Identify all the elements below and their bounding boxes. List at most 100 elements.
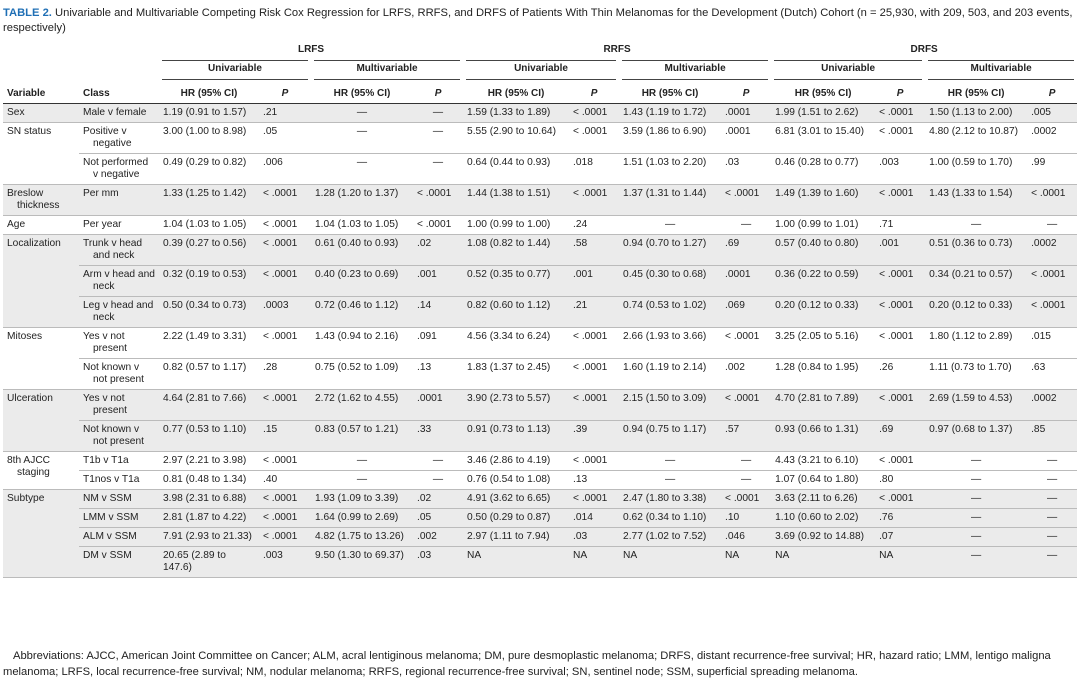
p-value: .21: [569, 296, 620, 328]
p-value: < .0001: [1027, 265, 1078, 297]
hazard-ratio: 2.66 (1.93 to 3.66): [619, 327, 722, 359]
p-value: —: [413, 103, 464, 123]
hazard-ratio: 0.72 (0.46 to 1.12): [311, 296, 413, 328]
hazard-ratio: 1.93 (1.09 to 3.39): [311, 489, 413, 509]
hazard-ratio: 1.43 (1.19 to 1.72): [619, 103, 722, 123]
hazard-ratio: —: [311, 122, 413, 154]
p-value: .0001: [721, 265, 772, 297]
column-header: P: [569, 79, 620, 104]
p-value: < .0001: [569, 389, 620, 421]
p-value: < .0001: [721, 327, 772, 359]
hazard-ratio: 0.20 (0.12 to 0.33): [771, 296, 876, 328]
hazard-ratio: 1.80 (1.12 to 2.89): [925, 327, 1028, 359]
p-value: .0003: [259, 296, 311, 328]
model-header: Univariable: [156, 60, 314, 80]
p-value: .07: [875, 527, 926, 547]
p-value: .02: [413, 234, 464, 266]
p-value: .002: [413, 527, 464, 547]
column-header: P: [413, 79, 464, 104]
column-header: HR (95% CI): [463, 79, 570, 104]
p-value: < .0001: [259, 508, 311, 528]
p-value: .006: [259, 153, 311, 185]
p-value: .02: [413, 489, 464, 509]
hazard-ratio: 0.61 (0.40 to 0.93): [311, 234, 413, 266]
model-header: Univariable: [768, 60, 929, 80]
hazard-ratio: 1.43 (1.33 to 1.54): [925, 184, 1028, 216]
table-row: LMM v SSM 2.81 (1.87 to 4.22) < .0001 1.64 …: [3, 508, 1078, 528]
p-value: .76: [875, 508, 926, 528]
model-header: Multivariable: [616, 60, 775, 80]
p-value: < .0001: [259, 265, 311, 297]
hazard-ratio: 1.60 (1.19 to 2.14): [619, 358, 722, 390]
hazard-ratio: 1.59 (1.33 to 1.89): [463, 103, 570, 123]
hazard-ratio: 4.56 (3.34 to 6.24): [463, 327, 570, 359]
header-row: LRFS RRFS DRFS: [3, 42, 1078, 61]
hazard-ratio: 0.34 (0.21 to 0.57): [925, 265, 1028, 297]
p-value: —: [413, 153, 464, 185]
hazard-ratio: 0.46 (0.28 to 0.77): [771, 153, 876, 185]
hazard-ratio: 2.77 (1.02 to 7.52): [619, 527, 722, 547]
hazard-ratio: —: [925, 489, 1028, 509]
hazard-ratio: 2.22 (1.49 to 3.31): [159, 327, 259, 359]
hazard-ratio: 2.69 (1.59 to 4.53): [925, 389, 1028, 421]
p-value: < .0001: [875, 327, 926, 359]
hazard-ratio: —: [925, 546, 1028, 578]
header-spacer: [3, 61, 159, 80]
p-value: —: [721, 215, 772, 235]
p-value: .0001: [721, 122, 772, 154]
variable-cell: Localization: [3, 234, 79, 328]
column-header: HR (95% CI): [771, 79, 876, 104]
hazard-ratio: 3.25 (2.05 to 5.16): [771, 327, 876, 359]
hazard-ratio: 2.81 (1.87 to 4.22): [159, 508, 259, 528]
p-value: < .0001: [875, 184, 926, 216]
p-value: .015: [1027, 327, 1078, 359]
hazard-ratio: 1.49 (1.39 to 1.60): [771, 184, 876, 216]
class-cell: Not known v not present: [79, 358, 159, 390]
hazard-ratio: 1.33 (1.25 to 1.42): [159, 184, 259, 216]
class-cell: NM v SSM: [79, 489, 159, 509]
class-cell: Leg v head and neck: [79, 296, 159, 328]
hazard-ratio: 0.51 (0.36 to 0.73): [925, 234, 1028, 266]
p-value: < .0001: [259, 184, 311, 216]
p-value: .80: [875, 470, 926, 490]
hazard-ratio: 0.62 (0.34 to 1.10): [619, 508, 722, 528]
hazard-ratio: 0.93 (0.66 to 1.31): [771, 420, 876, 452]
p-value: < .0001: [259, 389, 311, 421]
p-value: .003: [875, 153, 926, 185]
p-value: —: [1027, 546, 1078, 578]
class-cell: Trunk v head and neck: [79, 234, 159, 266]
p-value: .018: [569, 153, 620, 185]
table-row: Not known v not present 0.82 (0.57 to 1.1…: [3, 358, 1078, 390]
hazard-ratio: 4.80 (2.12 to 10.87): [925, 122, 1028, 154]
p-value: .05: [259, 122, 311, 154]
table-row: DM v SSM 20.65 (2.89 to 147.6) .003 9.50 (1…: [3, 546, 1078, 578]
hazard-ratio: 1.04 (1.03 to 1.05): [311, 215, 413, 235]
table-row: Subtype NM v SSM 3.98 (2.31 to 6.88) < .000…: [3, 489, 1078, 578]
p-value: .14: [413, 296, 464, 328]
hazard-ratio: —: [311, 103, 413, 123]
table-row: Breslow thickness Per mm 1.33 (1.25 to 1.4…: [3, 184, 1078, 216]
hazard-ratio: 4.70 (2.81 to 7.89): [771, 389, 876, 421]
column-header: HR (95% CI): [311, 79, 413, 104]
column-header: P: [259, 79, 311, 104]
hazard-ratio: 2.47 (1.80 to 3.38): [619, 489, 722, 509]
p-value: .21: [259, 103, 311, 123]
hazard-ratio: 0.20 (0.12 to 0.33): [925, 296, 1028, 328]
p-value: NA: [569, 546, 620, 578]
hazard-ratio: NA: [771, 546, 876, 578]
p-value: < .0001: [875, 122, 926, 154]
column-header: Class: [79, 79, 159, 104]
table-caption: TABLE 2. Univariable and Multivariable C…: [3, 6, 1077, 36]
p-value: < .0001: [569, 122, 620, 154]
hazard-ratio: 0.75 (0.52 to 1.09): [311, 358, 413, 390]
hazard-ratio: —: [619, 215, 722, 235]
outcome-header: DRFS: [771, 42, 1078, 61]
class-cell: LMM v SSM: [79, 508, 159, 528]
p-value: .69: [875, 420, 926, 452]
p-value: < .0001: [875, 389, 926, 421]
hazard-ratio: 1.43 (0.94 to 2.16): [311, 327, 413, 359]
hazard-ratio: 0.32 (0.19 to 0.53): [159, 265, 259, 297]
p-value: < .0001: [569, 451, 620, 471]
class-cell: Yes v not present: [79, 389, 159, 421]
